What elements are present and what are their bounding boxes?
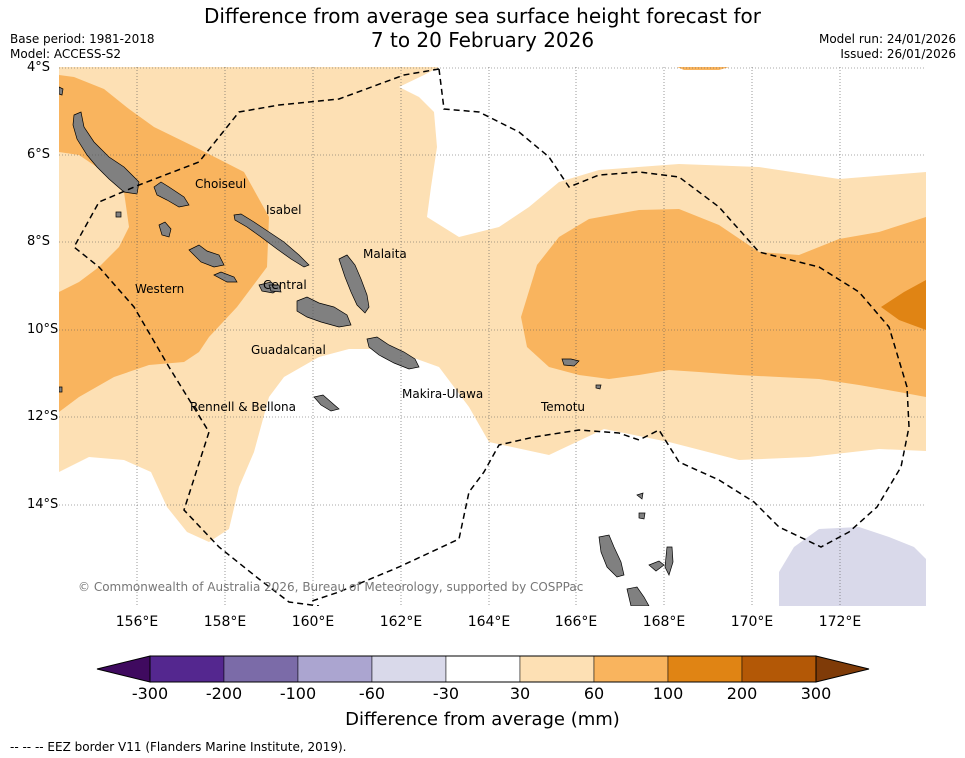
contour-neg30-neg60 [779,527,926,606]
lat-label-4s: 4°S [27,60,51,75]
label-choiseul: Choiseul [195,177,246,191]
colorbar-segment [593,655,669,683]
small-island-4 [268,284,282,293]
contour-30-60 [59,67,926,542]
label-central: Central [263,278,307,292]
new-georgia-island [188,244,225,268]
lon-label-156e: 156°E [115,614,159,630]
colorbar-segment [445,655,521,683]
lon-label-170e: 170°E [730,614,774,630]
small-island-7 [59,386,63,393]
pentecost-island [664,546,674,576]
lat-label-10s: 10°S [27,322,59,337]
guadalcanal-island [296,296,352,328]
colorbar-segment [149,655,225,683]
colorbar-extend-high [815,655,870,683]
contour-60-100-east [521,209,926,397]
sea-level-map: Choiseul Isabel Malaita Western Central … [59,67,926,606]
colorbar-segment [297,655,373,683]
lon-label-166e: 166°E [554,614,598,630]
colorbar-segment [667,655,743,683]
makira-island [366,336,420,370]
label-makira-ulawa: Makira-Ulawa [402,387,483,401]
label-malaita: Malaita [363,247,407,261]
place-labels: Choiseul Isabel Malaita Western Central … [135,177,585,414]
colorbar-segment [223,655,299,683]
ndende-island [561,358,580,367]
label-temotu: Temotu [540,400,585,414]
vella-lavella-island [153,181,190,208]
eez-borders [73,68,910,606]
lat-label-6s: 6°S [27,147,51,162]
lat-label-14s: 14°S [27,497,59,512]
gridlines [59,67,926,606]
small-island-2 [115,211,122,218]
colorbar-label: 100 [652,684,684,703]
colorbar-segment [519,655,595,683]
label-rennell-bellona: Rennell & Bellona [190,400,296,414]
small-island-3 [595,384,602,390]
malekula-island [626,586,650,606]
title-line-1: Difference from average sea surface heig… [203,4,762,28]
colorbar-label: 300 [800,684,832,703]
label-western: Western [135,282,184,296]
colorbar-label: -100 [279,684,317,703]
colorbar-frame [149,655,817,683]
eez-inner [308,68,910,603]
copyright-notice: © Commonwealth of Australia 2026, Bureau… [78,580,584,594]
chart-title: Difference from average sea surface heig… [0,4,965,52]
eez-legend-note: -- -- -- EEZ border V11 (Flanders Marine… [10,740,347,754]
colorbar-extend-low [96,655,151,683]
colorbar-label: -200 [205,684,243,703]
eez-solomon [73,68,440,606]
colorbar-segment [371,655,447,683]
colorbar [96,655,870,683]
land-masses [59,86,674,606]
meta-left: Base period: 1981-2018 Model: ACCESS-S2 [10,32,155,62]
lon-label-162e: 162°E [379,614,423,630]
rennell-island [313,394,340,412]
espiritu-santo-island [598,534,625,578]
small-island-1 [59,86,64,96]
malaita-island [338,254,370,314]
colorbar-label: 60 [583,684,605,703]
colorbar-label: -60 [358,684,386,703]
colorbar-title: Difference from average (mm) [345,709,620,730]
issued-date: Issued: 26/01/2026 [840,47,956,61]
lon-label-160e: 160°E [291,614,335,630]
label-isabel: Isabel [266,203,301,217]
lat-label-8s: 8°S [27,234,51,249]
lon-label-158e: 158°E [203,614,247,630]
colorbar-label: -300 [131,684,169,703]
small-island-5 [636,492,644,500]
model-run: Model run: 24/01/2026 [818,32,956,46]
lat-label-12s: 12°S [27,409,59,424]
lon-label-164e: 164°E [467,614,511,630]
colorbar-segment [741,655,817,683]
lon-label-172e: 172°E [818,614,862,630]
meta-right: Model run: 24/01/2026 Issued: 26/01/2026 [819,32,956,62]
isabel-island [233,213,310,268]
colorbar-label: 200 [726,684,758,703]
colorbar-label: -30 [432,684,460,703]
small-island-6 [638,512,646,520]
model-name: Model: ACCESS-S2 [10,47,122,61]
label-guadalcanal: Guadalcanal [251,343,326,357]
base-period: Base period: 1981-2018 [10,32,155,46]
colorbar-label: 30 [509,684,531,703]
kolombangara-island [158,221,172,238]
title-line-2: 7 to 20 February 2026 [370,28,595,52]
contour-100-200 [881,280,926,330]
lon-label-168e: 168°E [642,614,686,630]
